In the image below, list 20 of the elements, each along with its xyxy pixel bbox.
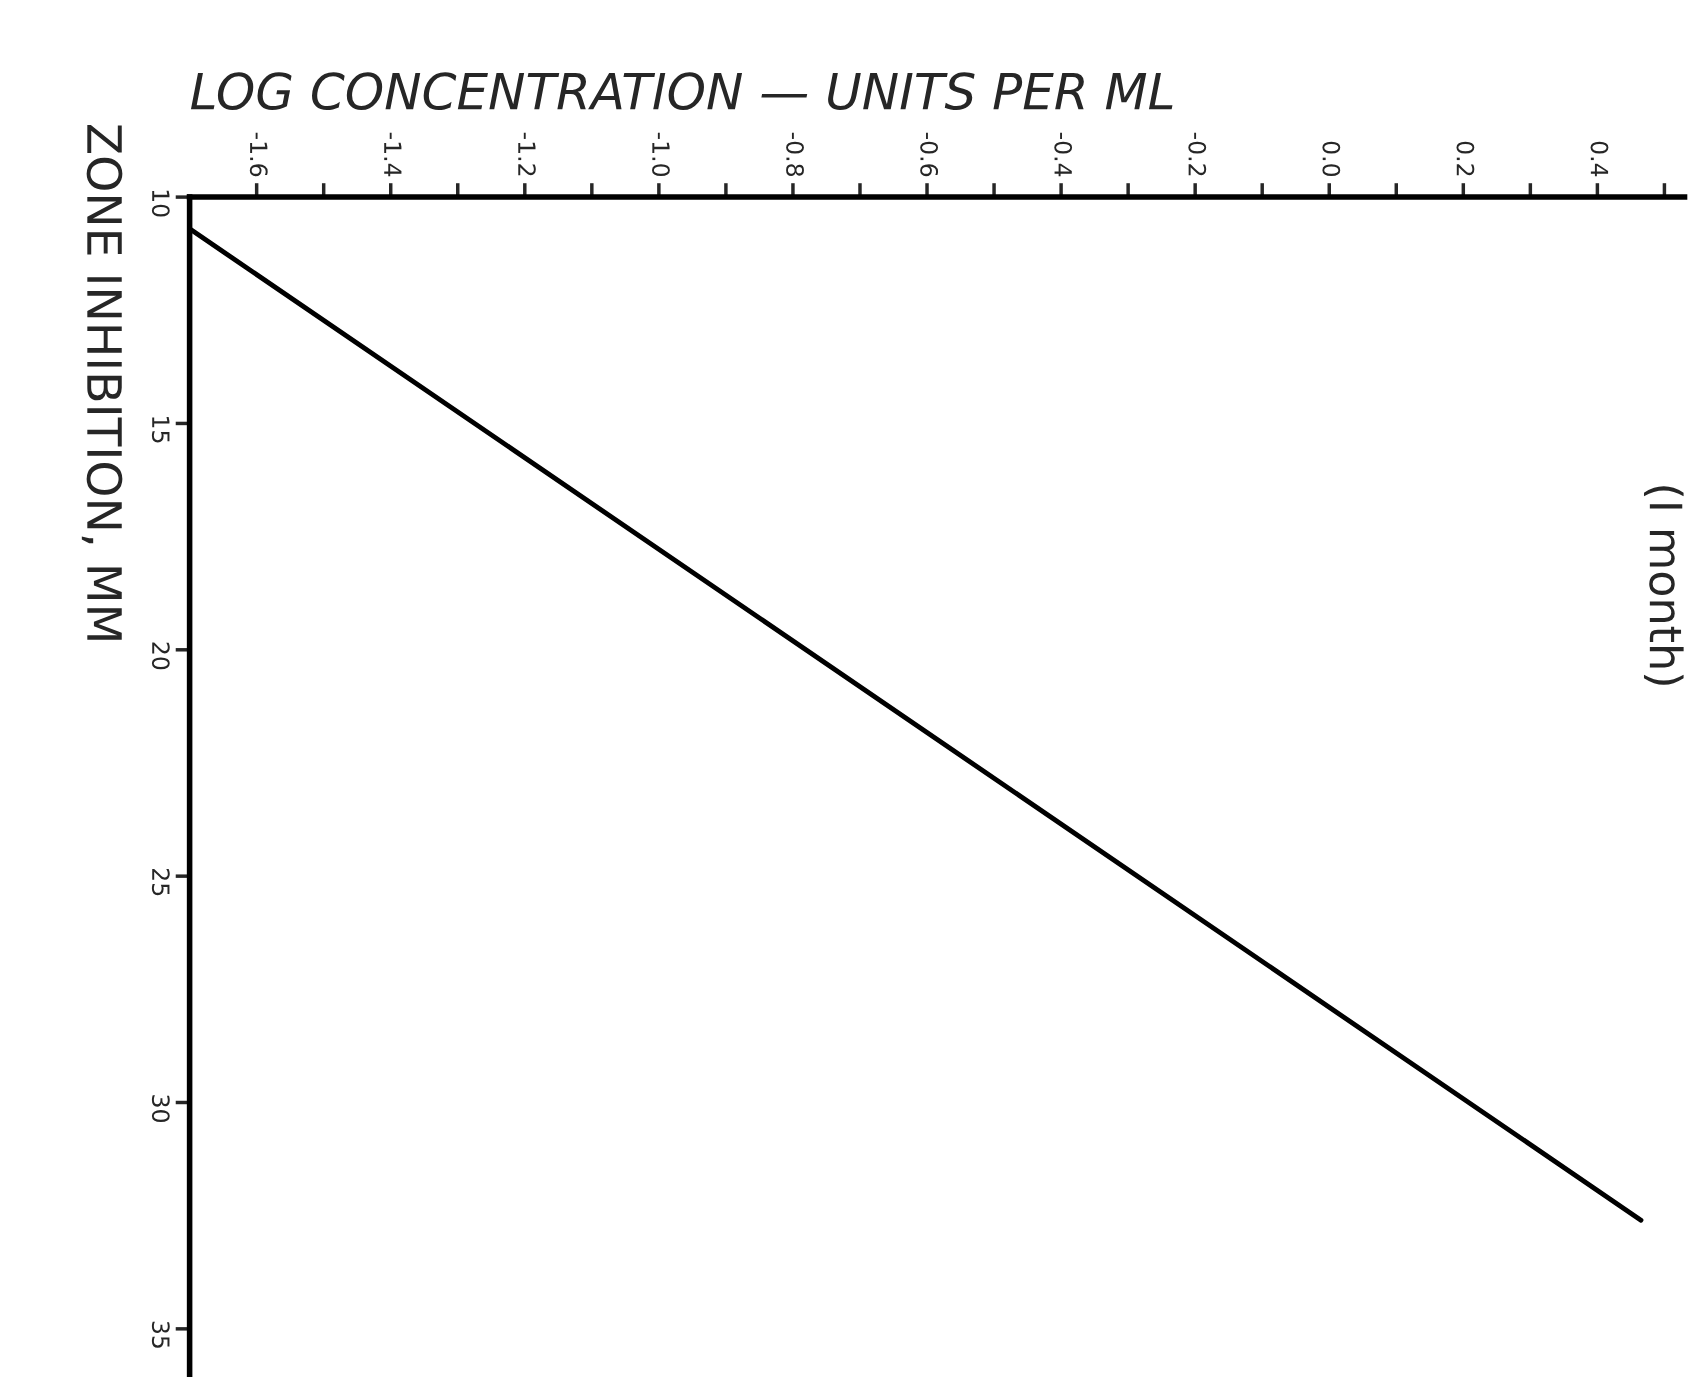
x-axis-title: LOG CONCENTRATION — UNITS PER ML [190,72,1173,111]
x-tick-label: -1.4 [384,132,402,177]
annotation: (I month) [1643,486,1684,685]
x-tick-label: -0.6 [920,132,939,177]
y-tick-label: 30 [151,1095,170,1123]
x-tick-label: -0.4 [1054,132,1073,177]
x-tick-label: -0.2 [1188,132,1207,176]
y-tick-label: 10 [151,190,170,217]
y-tick-label: 15 [151,417,170,443]
x-tick-label: -0.8 [786,132,804,177]
y-tick-label: 35 [151,1321,170,1348]
y-axis-title: ZONE INHIBITION, MM [81,124,123,640]
x-tick-label: -1.6 [249,132,268,177]
y-tick-label: 25 [151,868,170,896]
x-tick-label: 0.0 [1322,141,1341,177]
x-tick-label: -1.0 [652,132,670,177]
x-tick-label: 0.2 [1456,141,1475,176]
x-tick-label: -1.2 [518,132,536,176]
y-tick-label: 20 [151,642,170,670]
x-tick-label: 0.4 [1590,141,1609,177]
